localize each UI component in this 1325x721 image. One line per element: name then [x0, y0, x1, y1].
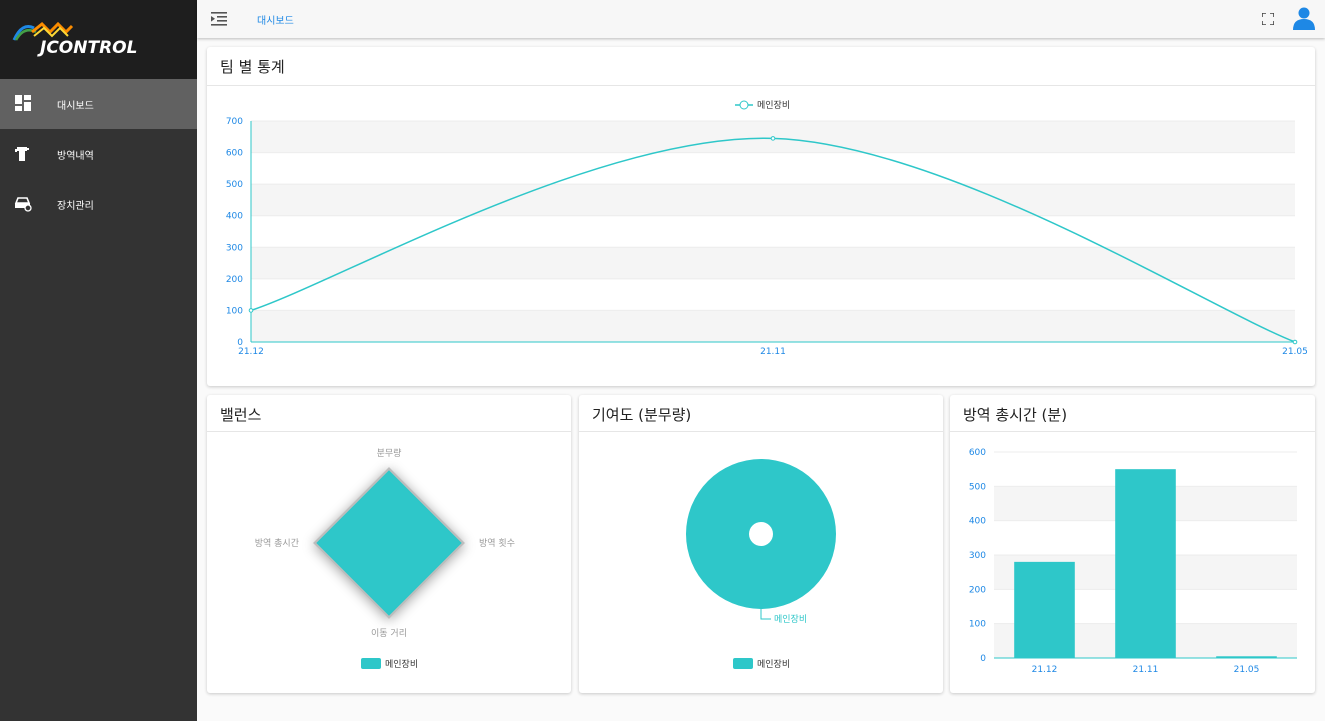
legend-label: 메인장비	[385, 659, 418, 670]
y-tick-label: 100	[969, 620, 986, 630]
card-divider	[207, 431, 571, 432]
sidebar-item-devices[interactable]: 장치관리	[0, 179, 197, 229]
card-divider	[207, 85, 1315, 86]
x-tick-label: 21.12	[238, 347, 264, 357]
data-point	[248, 308, 254, 313]
radar-indicator-label: 방역 총시간	[255, 538, 299, 549]
car-settings-icon	[14, 197, 32, 212]
y-tick-label: 600	[226, 149, 243, 159]
sidebar-item-disinfection[interactable]: 방역내역	[0, 129, 197, 179]
fullscreen-icon[interactable]	[1262, 13, 1274, 25]
y-tick-label: 200	[226, 275, 243, 285]
grid-band	[251, 215, 1295, 248]
y-tick-label: 400	[226, 212, 243, 222]
radar-indicator-label: 분무량	[377, 447, 402, 459]
pie-slice	[686, 459, 836, 609]
grid-band	[251, 184, 1295, 216]
bar	[1014, 561, 1075, 658]
y-tick-label: 400	[969, 517, 986, 527]
y-tick-label: 0	[237, 338, 243, 348]
y-tick-label: 200	[969, 585, 986, 595]
sidebar-item-label: 방역내역	[57, 151, 94, 162]
y-tick-label: 600	[969, 448, 986, 458]
spray-icon	[15, 147, 29, 161]
grid-band	[251, 310, 1295, 342]
x-tick-label: 21.12	[1032, 665, 1058, 675]
y-tick-label: 500	[969, 482, 986, 492]
y-tick-label: 300	[226, 243, 243, 253]
bar	[1115, 469, 1176, 658]
y-tick-label: 100	[226, 306, 243, 316]
team-stats-card: 팀 별 통계 0 100 200 300 400 500 600 700 21.12 21.11 2…	[207, 47, 1315, 386]
contribution-card: 기여도 (분무량) 메인장비 메인장비	[579, 395, 943, 693]
legend-marker	[739, 100, 749, 110]
line-chart: 0 100 200 300 400 500 600 700 21.12 21.11 21.05 메인장…	[226, 100, 1308, 357]
sidebar-item-label: 대시보드	[57, 101, 94, 112]
card-divider	[579, 431, 943, 432]
card-title: 팀 별 통계	[220, 58, 285, 76]
legend-marker	[733, 658, 753, 669]
app-logo[interactable]: JCONTROL	[0, 0, 197, 79]
data-point	[1292, 339, 1298, 345]
sidebar: JCONTROL 대시보드 방역내역 장치관리	[0, 0, 197, 721]
y-tick-label: 500	[226, 180, 243, 190]
dashboard-icon	[15, 95, 31, 111]
breadcrumb[interactable]: 대시보드	[257, 16, 294, 27]
y-tick-label: 300	[969, 551, 986, 561]
card-divider	[950, 431, 1315, 432]
total-time-card: 방역 총시간 (분) 0 100 200 300 400 500 600 21.12 21.11…	[950, 395, 1315, 693]
y-tick-label: 700	[226, 117, 243, 127]
account-icon[interactable]	[1292, 6, 1316, 30]
label-leader-line	[760, 609, 771, 620]
grid-band	[251, 278, 1295, 311]
x-tick-label: 21.05	[1282, 347, 1308, 357]
card-title: 밸런스	[220, 406, 262, 424]
legend-label: 메인장비	[757, 100, 790, 111]
logo-mark-icon	[12, 21, 74, 41]
sidebar-item-dashboard[interactable]: 대시보드	[0, 79, 197, 129]
radar-indicator-label: 방역 횟수	[479, 537, 515, 549]
card-title: 방역 총시간 (분)	[963, 406, 1068, 424]
radar-area	[316, 470, 462, 616]
card-title: 기여도 (분무량)	[592, 406, 692, 424]
y-tick-label: 0	[980, 654, 986, 664]
menu-collapse-icon[interactable]	[211, 12, 227, 26]
x-tick-label: 21.11	[1133, 665, 1159, 675]
grid-band	[251, 247, 1295, 279]
grid-band	[251, 152, 1295, 185]
legend-label: 메인장비	[757, 659, 790, 670]
x-tick-label: 21.11	[760, 347, 786, 357]
sidebar-item-label: 장치관리	[57, 201, 94, 212]
radar-indicator-label: 이동 거리	[371, 628, 407, 639]
data-point	[770, 136, 776, 141]
slice-label: 메인장비	[774, 614, 807, 625]
logo-text: JCONTROL	[40, 38, 138, 58]
top-bar: 대시보드	[197, 0, 1325, 38]
bar-chart: 0 100 200 300 400 500 600 21.12 21.11 21.05	[969, 448, 1297, 675]
bar	[1216, 656, 1277, 658]
x-tick-label: 21.05	[1234, 665, 1260, 675]
legend-marker	[361, 658, 381, 669]
